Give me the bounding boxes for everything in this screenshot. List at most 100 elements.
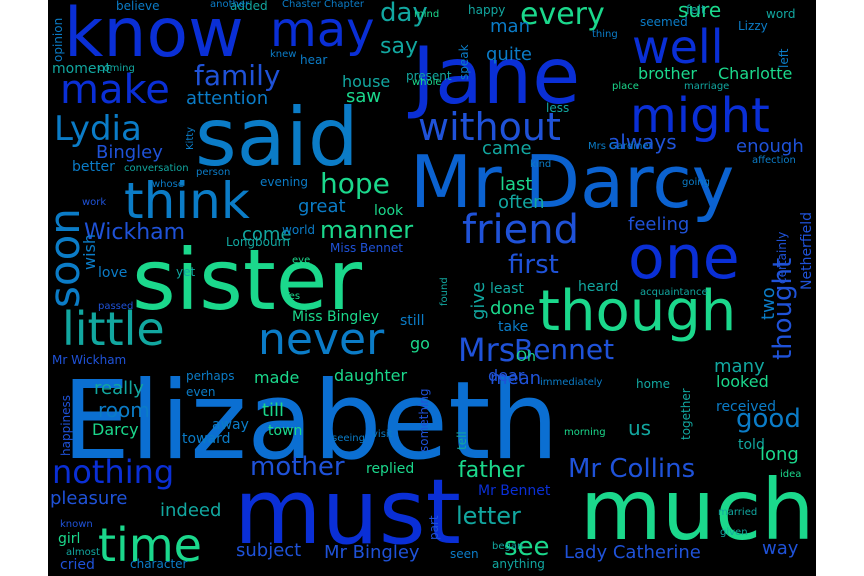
word-150: immediately	[540, 377, 603, 388]
word-77: made	[254, 368, 300, 387]
word-76: Mr Wickham	[52, 353, 127, 367]
word-147: Yes	[284, 291, 301, 302]
word-116: word	[766, 7, 796, 21]
word-67: heard	[578, 279, 619, 295]
word-84: room	[98, 398, 150, 422]
word-62: world	[282, 223, 316, 237]
word-101: subject	[236, 540, 302, 561]
word-55: come	[242, 224, 292, 245]
word-1: Elizabeth	[62, 359, 559, 484]
word-4: sister	[132, 231, 363, 329]
word-8: know	[64, 0, 244, 73]
word-81: mean	[490, 368, 542, 389]
word-54: look	[374, 203, 404, 219]
word-130: going	[682, 177, 710, 188]
word-115: felt	[686, 3, 706, 17]
word-109: seen	[450, 547, 479, 561]
word-113: Chaster Chapter	[282, 0, 365, 10]
word-5: Jane	[412, 32, 581, 122]
word-117: seemed	[640, 15, 688, 29]
word-93: told	[738, 437, 765, 453]
word-21: nothing	[52, 453, 175, 491]
word-105: girl	[58, 531, 81, 547]
word-10: well	[632, 20, 724, 74]
word-141: speak	[457, 44, 471, 80]
word-134: another	[210, 0, 250, 10]
word-58: give	[468, 281, 489, 320]
word-106: cried	[60, 557, 95, 573]
word-65: yet	[176, 265, 196, 279]
word-27: every	[520, 0, 605, 32]
word-118: Lizzy	[738, 19, 768, 33]
word-142: left	[777, 48, 791, 68]
word-57: Wickham	[84, 220, 186, 245]
word-52: often	[498, 192, 545, 213]
word-140: opinion	[51, 17, 65, 62]
word-36: day	[380, 0, 428, 28]
word-7: much	[580, 461, 815, 559]
word-145: found	[439, 277, 450, 306]
word-80: really	[94, 378, 144, 399]
word-82: dear	[488, 366, 525, 385]
word-48: enough	[736, 136, 804, 157]
word-60: Longbourn	[226, 235, 290, 249]
word-137: whole	[412, 77, 442, 88]
word-132: place	[612, 81, 639, 92]
word-114: happy	[468, 3, 506, 17]
word-156: together	[679, 388, 693, 440]
word-69: take	[498, 319, 529, 335]
word-31: father	[458, 458, 525, 483]
word-163: given	[720, 527, 748, 538]
word-112: added	[230, 0, 268, 13]
word-18: little	[62, 302, 165, 356]
word-92: received	[716, 399, 777, 415]
word-45: saw	[346, 86, 382, 107]
word-56: feeling	[628, 214, 690, 235]
word-22: Lydia	[54, 109, 142, 149]
word-135: coming	[98, 63, 135, 74]
word-3: said	[195, 91, 359, 184]
word-29: hope	[320, 167, 390, 200]
word-59: wish	[80, 233, 99, 270]
word-64: love	[98, 265, 128, 281]
word-44: house	[342, 72, 391, 91]
word-89: toward	[182, 431, 231, 447]
word-13: may	[270, 2, 375, 58]
word-83: looked	[716, 372, 769, 391]
word-157: seeing	[332, 433, 365, 444]
word-129: affection	[752, 155, 796, 166]
word-39: man	[490, 16, 530, 37]
word-72: still	[400, 313, 425, 329]
word-37: say	[380, 34, 418, 59]
word-164: idea	[780, 469, 802, 480]
word-124: conversation	[124, 163, 189, 174]
word-120: hear	[300, 53, 328, 67]
word-155: morning	[564, 427, 606, 438]
word-146: eye	[292, 255, 311, 266]
word-79: perhaps	[186, 369, 235, 383]
word-73: go	[410, 334, 430, 353]
word-107: character	[130, 557, 188, 571]
word-68: done	[490, 298, 535, 319]
word-30: mother	[250, 452, 345, 482]
word-153: tell	[455, 431, 469, 450]
word-136: knew	[270, 49, 297, 60]
word-138: thing	[592, 29, 618, 40]
word-162: married	[718, 507, 758, 518]
word-159: happiness	[59, 394, 73, 456]
word-152: visit	[372, 429, 393, 440]
word-28: family	[194, 59, 281, 92]
word-47: came	[482, 138, 532, 159]
word-121: present	[406, 69, 452, 83]
word-32: first	[508, 250, 559, 280]
word-74: Oh	[516, 349, 536, 365]
word-12: might	[630, 88, 770, 144]
word-97: pleasure	[50, 488, 128, 509]
word-94: long	[760, 444, 799, 465]
word-154: something	[417, 388, 431, 452]
word-2: Mr Darcy	[410, 140, 735, 224]
word-119: moment	[52, 61, 111, 77]
word-149: acquaintance	[640, 287, 708, 298]
word-158: part	[427, 515, 441, 540]
word-16: time	[98, 518, 202, 572]
